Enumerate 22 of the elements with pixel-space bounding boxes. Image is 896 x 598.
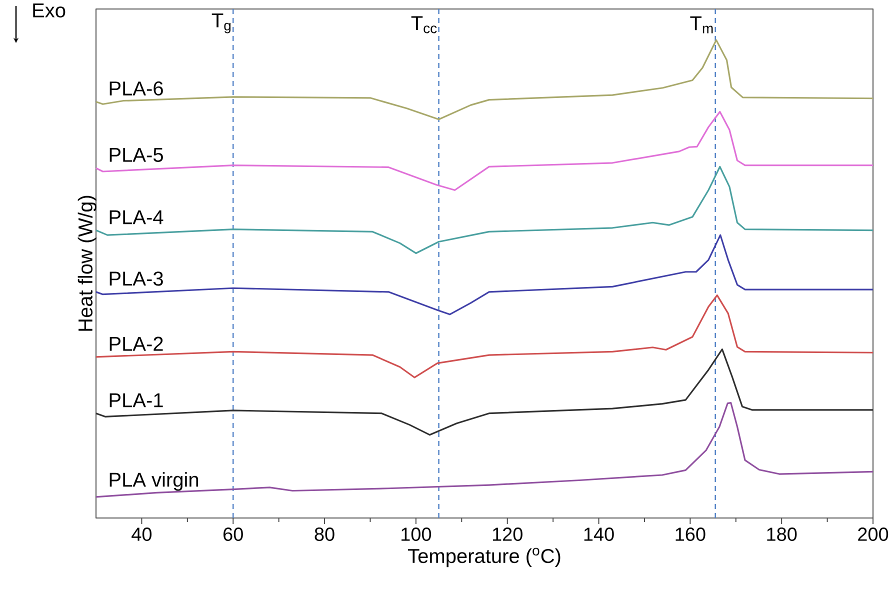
x-tick-label: 200 (858, 528, 888, 541)
ref-line-label: T$_{cc}$ (411, 16, 437, 34)
series-label: PLA-1 (110, 393, 163, 408)
x-tick-label: 160 (676, 528, 706, 541)
x-axis-title: Temperature ($^{o}$C) (408, 548, 560, 568)
series-label: PLA virgin (110, 472, 198, 491)
series-label: PLA-6 (110, 81, 163, 96)
x-tick-label: 60 (224, 528, 243, 541)
x-tick-label: 180 (767, 528, 797, 541)
series-label: PLA-2 (110, 336, 163, 351)
text: Exo (33, 4, 66, 18)
series-label: PLA-4 (110, 210, 164, 224)
x-tick-label: 100 (402, 528, 432, 541)
y-axis-title: Heat flow (W/g) (78, 196, 96, 331)
ref-line-label: T$_{m}$ (690, 16, 713, 34)
x-tick-label: 140 (584, 528, 614, 541)
x-tick-label: 40 (132, 528, 152, 541)
x-tick-label: 120 (492, 528, 522, 541)
series-label: PLA-3 (110, 272, 163, 286)
ref-line-label: T$_{g}$ (212, 13, 231, 34)
series-label: PLA-5 (110, 148, 163, 162)
x-tick-label: 80 (314, 528, 334, 541)
